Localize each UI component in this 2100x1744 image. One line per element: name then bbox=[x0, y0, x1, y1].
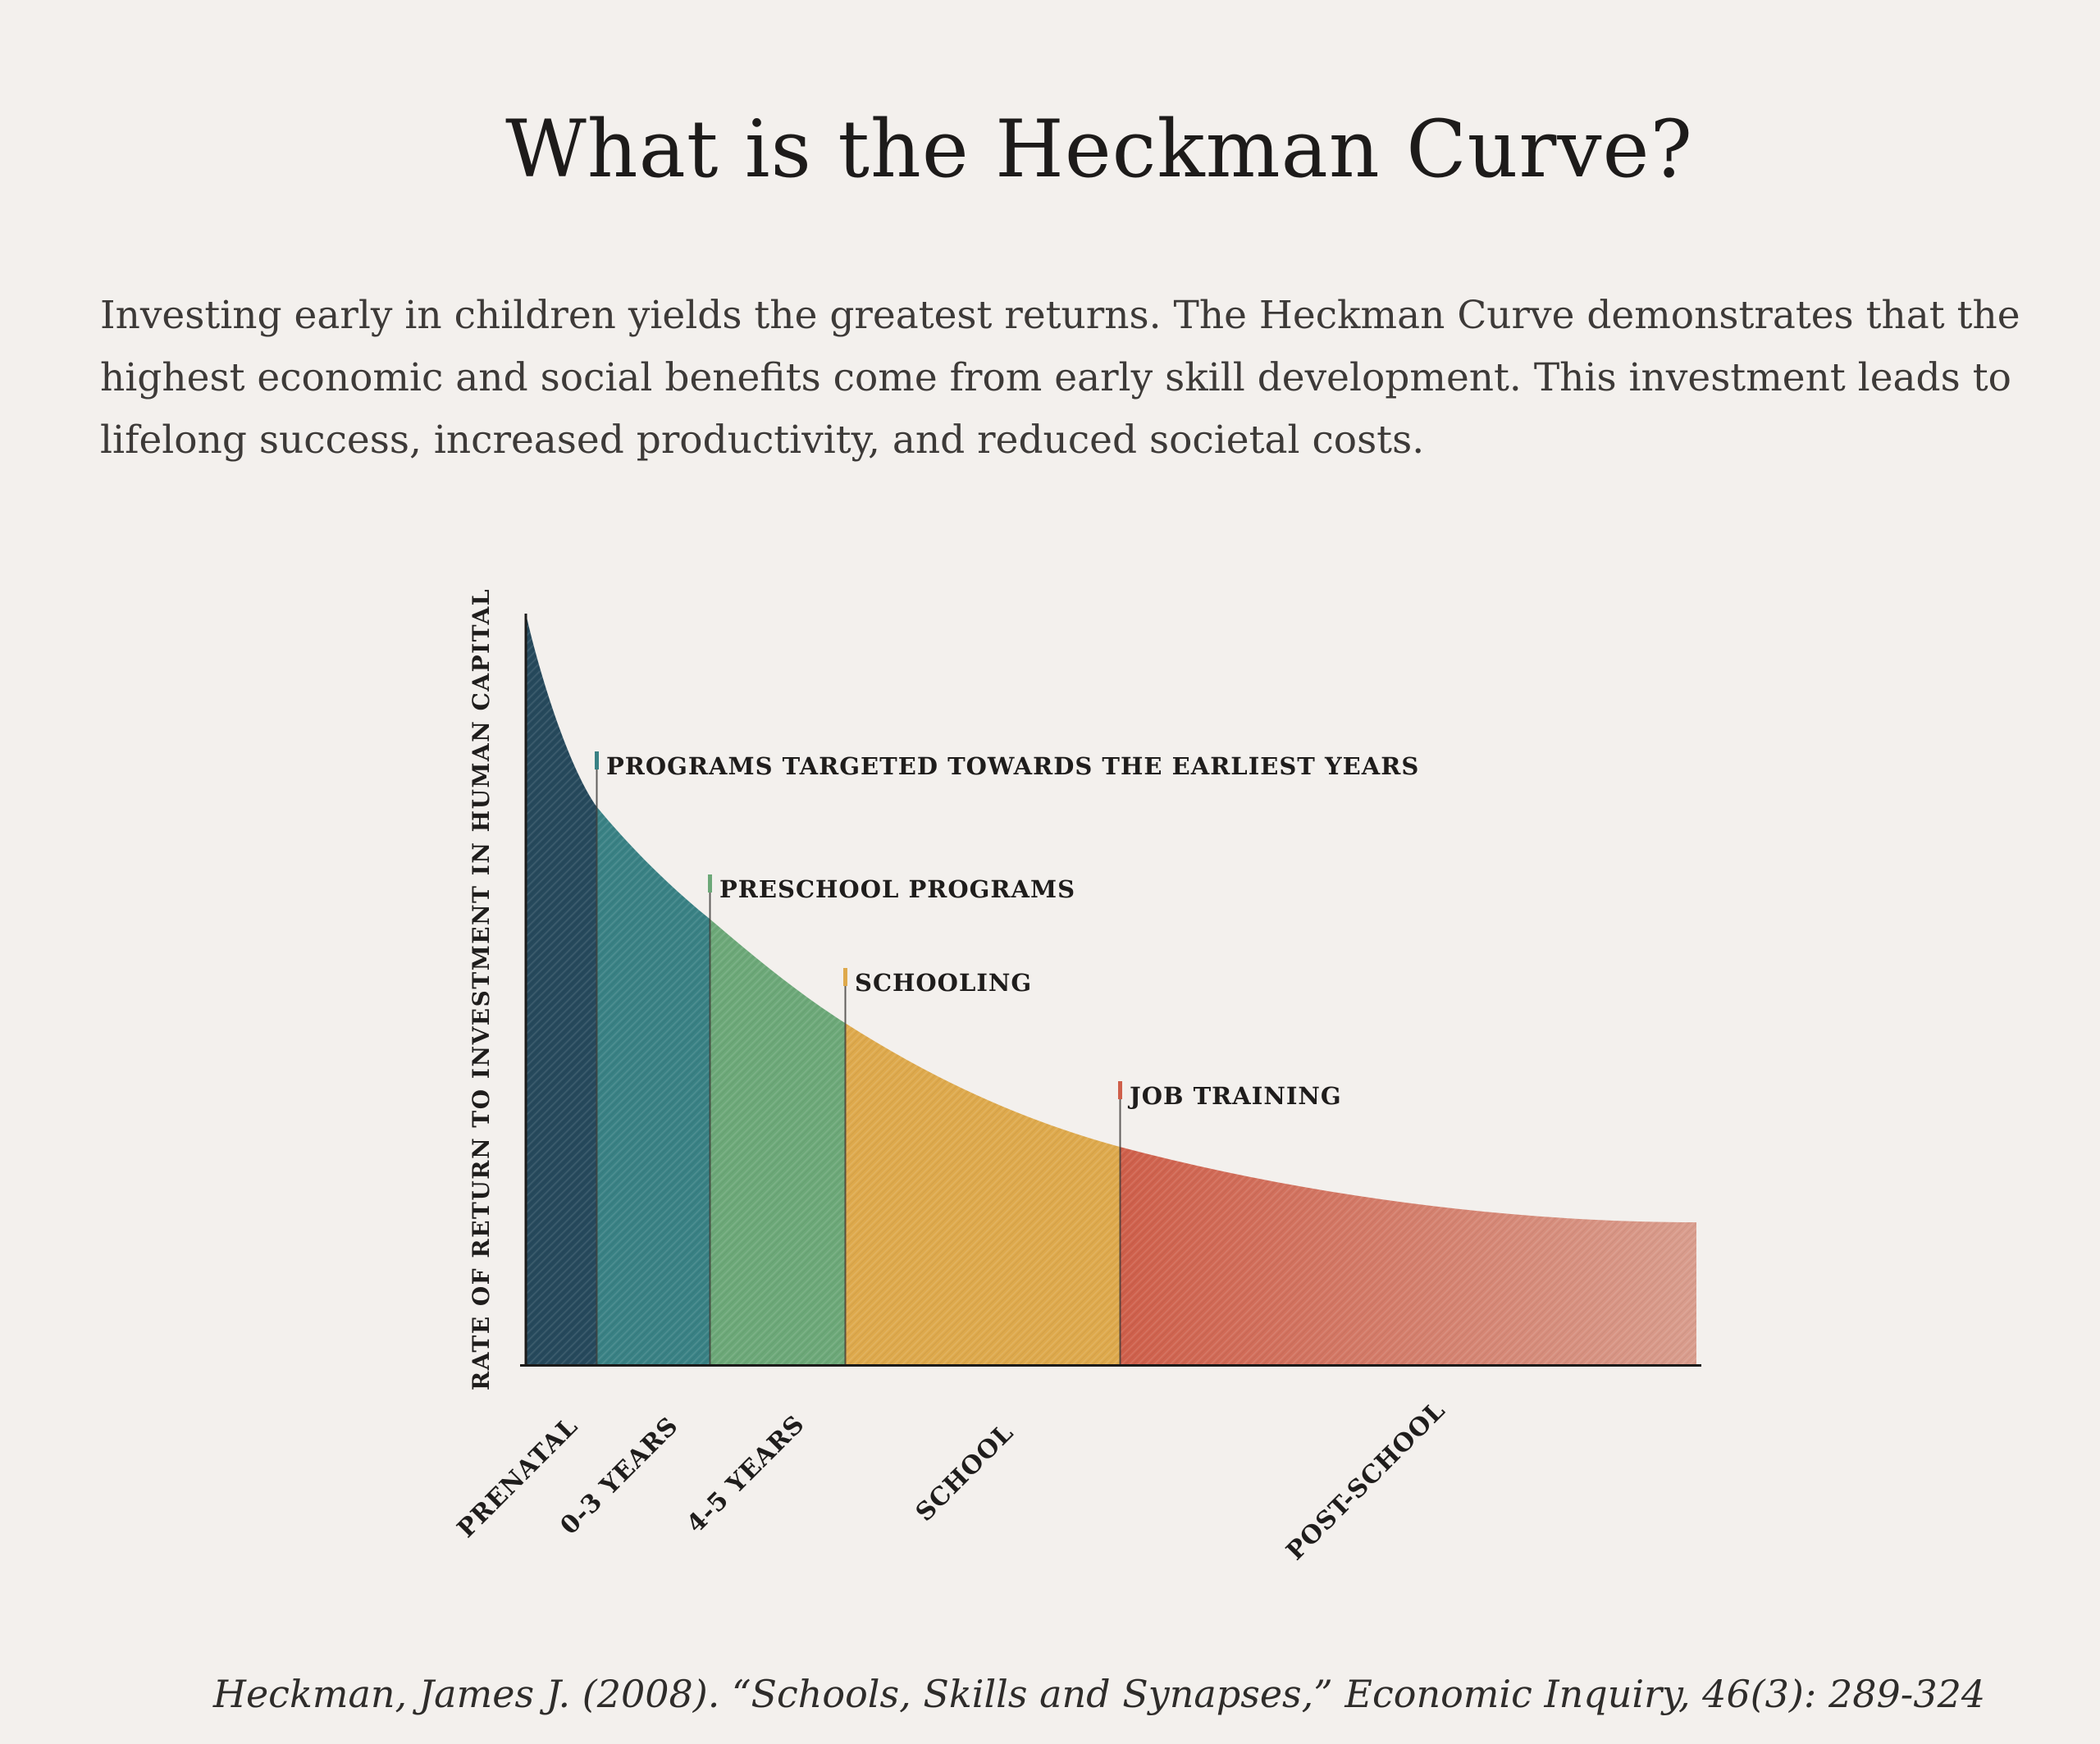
curve-area-bands bbox=[527, 617, 1696, 1365]
page-title: What is the Heckman Curve? bbox=[505, 103, 1693, 196]
intro-paragraph: Investing early in children yields the g… bbox=[100, 293, 2020, 463]
axes bbox=[520, 614, 1701, 1367]
y-axis-label: RATE OF RETURN TO INVESTMENT IN HUMAN CA… bbox=[468, 588, 495, 1390]
annotation-earliest-years: PROGRAMS TARGETED TOWARDS THE EARLIEST Y… bbox=[606, 752, 1419, 780]
citation-text: Heckman, James J. (2008). “Schools, Skil… bbox=[212, 1672, 1986, 1716]
annotation-ticks bbox=[595, 751, 1122, 1364]
x-axis-labels: PRENATAL 0-3 YEARS 4-5 YEARS SCHOOL POST… bbox=[452, 1396, 1451, 1566]
annotation-job-training: JOB TRAINING bbox=[1127, 1082, 1342, 1110]
hatch-texture-overlay bbox=[527, 617, 1696, 1365]
annotation-preschool-programs: PRESCHOOL PROGRAMS bbox=[719, 875, 1075, 903]
annotation-labels: PROGRAMS TARGETED TOWARDS THE EARLIEST Y… bbox=[606, 752, 1419, 1110]
x-label-4-5-years: 4-5 YEARS bbox=[682, 1410, 811, 1540]
annotation-schooling: SCHOOLING bbox=[855, 969, 1032, 997]
x-label-post-school: POST-SCHOOL bbox=[1281, 1396, 1451, 1566]
x-label-school: SCHOOL bbox=[911, 1418, 1020, 1527]
